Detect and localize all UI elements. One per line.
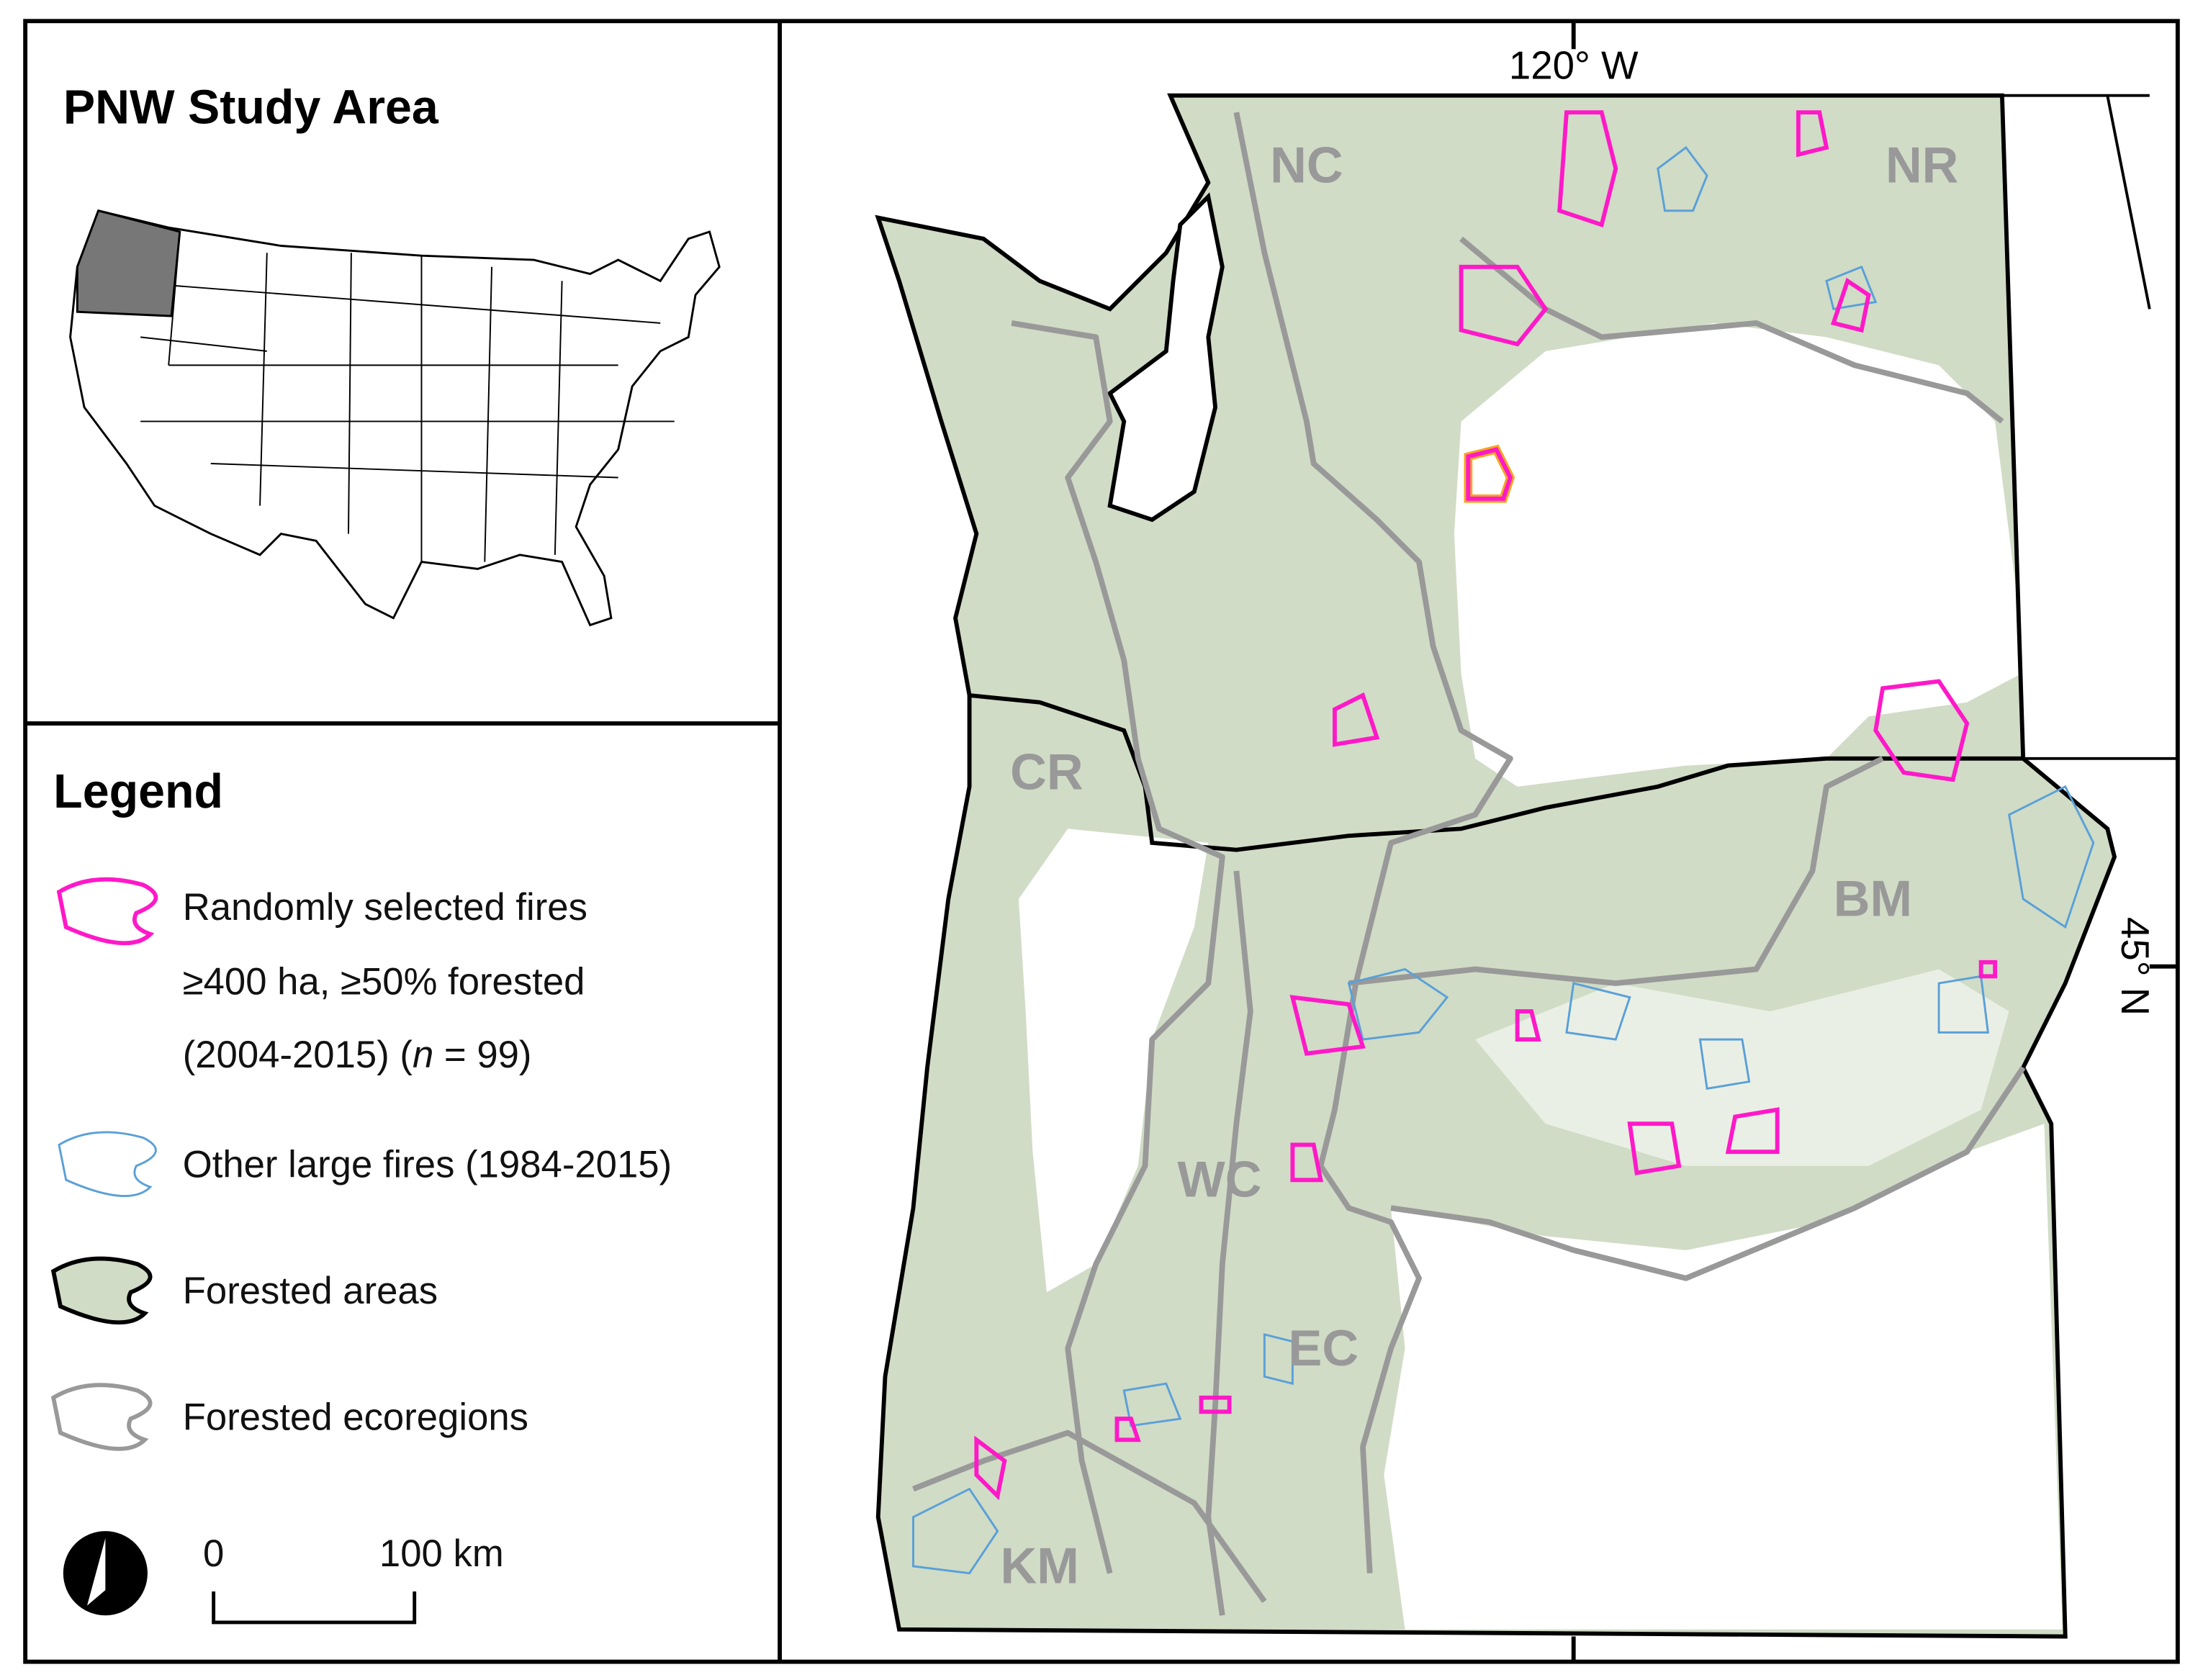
- legend-label: Forested ecoregions: [183, 1396, 528, 1439]
- ecoregion-boundary: [1011, 320, 1225, 1574]
- non-forest: [1384, 1124, 2063, 1630]
- ecoregion-boundary: [912, 870, 1267, 1616]
- puget-sound: [1107, 192, 1225, 523]
- legend-label-part: = 99): [433, 1034, 531, 1076]
- ecoregion-label: WC: [1177, 1151, 1261, 1208]
- ecoregion-label: KM: [1001, 1537, 1079, 1594]
- neighbor-border: [2001, 94, 2178, 760]
- pnw-states: [76, 209, 181, 317]
- legend-title: Legend: [53, 765, 223, 818]
- ecoregion-boundary: [1348, 756, 2026, 1281]
- state-border: [875, 93, 2117, 1639]
- legend-label: Forested areas: [183, 1270, 438, 1312]
- legend-label-part: n: [413, 1034, 433, 1076]
- legend-label-part: (2004-2015) (: [183, 1034, 413, 1076]
- us-outline: [69, 209, 721, 627]
- non-forest: [1454, 322, 2021, 787]
- legend-label: Randomly selected fires: [183, 886, 587, 929]
- ecoregion-boundary: [1233, 112, 1513, 1573]
- ecoregion-label: BM: [1834, 870, 1912, 926]
- non-forest: [1475, 969, 2009, 1166]
- non-forest: [1018, 828, 1209, 1293]
- longitude-label: 120° W: [1509, 43, 1639, 87]
- state-border: [969, 693, 2024, 852]
- scale-bar: [212, 1591, 417, 1625]
- ecoregion-label: CR: [1010, 744, 1083, 800]
- legend-swatch: [50, 1383, 153, 1451]
- selected-fires: [974, 110, 1998, 1501]
- main-map: 120° W 45° N NC NR CR BM WC EC KM: [875, 21, 2178, 1662]
- scale-label: 0: [203, 1532, 224, 1575]
- latitude-label: 45° N: [2113, 917, 2157, 1016]
- inset-title: PNW Study Area: [63, 81, 439, 135]
- legend-swatch: [50, 1256, 153, 1325]
- inset: PNW Study Area: [63, 81, 721, 627]
- legend-label: Other large fires (1984-2015): [183, 1143, 672, 1186]
- other-fires: [912, 145, 2095, 1575]
- ecoregion-label: NC: [1270, 137, 1343, 194]
- legend-swatch: [56, 877, 158, 946]
- legend-label: ≥400 ha, ≥50% forested: [183, 961, 585, 1003]
- scale-label: 100 km: [379, 1532, 504, 1575]
- ecoregion-label: NR: [1886, 137, 1958, 194]
- legend-label: (2004-2015) (n = 99): [183, 1034, 532, 1076]
- ecoregion-label: EC: [1289, 1319, 1359, 1376]
- legend: Legend Randomly selected fires ≥400 ha, …: [50, 765, 672, 1625]
- legend-swatch: [58, 1131, 157, 1198]
